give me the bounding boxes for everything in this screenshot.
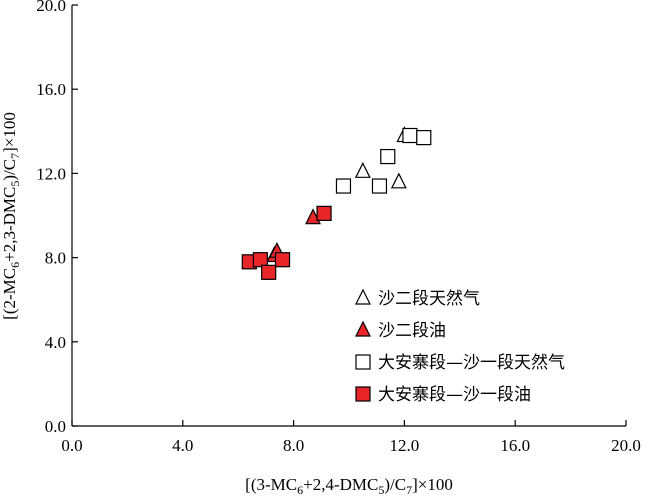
x-tick-label: 16.0 (500, 436, 530, 455)
legend-label: 大安寨段—沙一段油 (378, 385, 531, 405)
data-point-square-filled (252, 252, 268, 268)
axes (71, 5, 626, 427)
data-point-square-filled (274, 252, 291, 268)
x-tick-labels: 0.0 4.0 8.0 12.0 16.0 20.0 (61, 436, 641, 455)
data-point-square-open (335, 178, 352, 194)
x-tick-label: 8.0 (283, 436, 304, 455)
data-point-square-open (402, 127, 418, 144)
ticks (71, 4, 627, 427)
legend-marker-square-filled (355, 386, 371, 402)
legend-label: 大安寨段—沙一段天然气 (378, 353, 565, 373)
x-tick-label: 0.0 (61, 436, 82, 455)
legend-marker-square-open (355, 354, 371, 370)
legend-label: 沙二段油 (378, 321, 446, 341)
x-tick-label: 4.0 (172, 436, 193, 455)
y-tick-label: 20.0 (36, 0, 66, 15)
data-point-square-filled (261, 264, 277, 280)
y-tick-label: 12.0 (36, 164, 66, 183)
data-point-triangle-open (390, 172, 407, 189)
y-tick-label: 0.0 (45, 417, 66, 436)
x-tick-label: 12.0 (390, 436, 420, 455)
data-point-triangle-open (354, 161, 371, 178)
x-tick-label: 20.0 (611, 436, 641, 455)
data-markers (241, 126, 432, 280)
legend-marker-triangle-filled (355, 320, 371, 337)
legend-label: 沙二段天然气 (378, 289, 480, 309)
legend-marker-triangle-open (355, 288, 371, 305)
data-point-square-open (416, 130, 432, 146)
y-tick-label: 16.0 (36, 80, 66, 99)
data-point-square-filled (316, 205, 332, 221)
y-tick-label: 8.0 (45, 249, 66, 268)
y-tick-labels: 0.0 4.0 8.0 12.0 16.0 20.0 (36, 0, 66, 436)
data-point-square-open (371, 178, 388, 194)
y-tick-label: 4.0 (45, 333, 66, 352)
x-axis-title: [(3-MC6+2,4-DMC5)/C7]×100 (245, 475, 453, 497)
data-point-square-open (380, 148, 396, 165)
y-axis-title: [(2-MC6+2,3-DMC5)/C7]×100 (0, 112, 22, 320)
